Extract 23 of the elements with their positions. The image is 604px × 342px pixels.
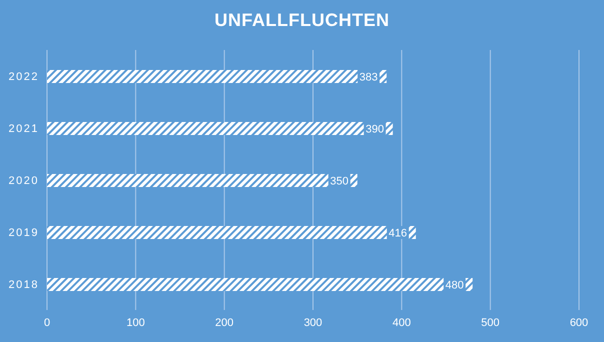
y-tick-label: 2019: [8, 226, 39, 239]
data-label: 416: [388, 228, 408, 240]
x-tick-label: 0: [44, 316, 50, 329]
bar: [47, 278, 473, 291]
data-label: 350: [330, 176, 349, 188]
data-label: 480: [445, 280, 464, 292]
y-tick-label: 2018: [8, 278, 39, 291]
x-tick-label: 600: [570, 316, 588, 329]
x-tick-label: 500: [481, 316, 500, 329]
x-tick-label: 400: [392, 316, 411, 329]
data-label: 383: [359, 72, 378, 84]
bar: [47, 70, 387, 83]
x-tick-label: 300: [304, 316, 322, 329]
y-tick-label: 2022: [8, 70, 39, 83]
y-tick-label: 2020: [8, 174, 39, 187]
bar: [47, 226, 416, 239]
x-tick-label: 200: [215, 316, 234, 329]
chart-title: UNFALLFLUCHTEN: [214, 10, 390, 31]
y-tick-label: 2021: [8, 122, 39, 135]
bar: [47, 174, 358, 187]
x-tick-label: 100: [126, 316, 145, 329]
bar: [47, 122, 393, 135]
data-label: 390: [366, 124, 384, 136]
